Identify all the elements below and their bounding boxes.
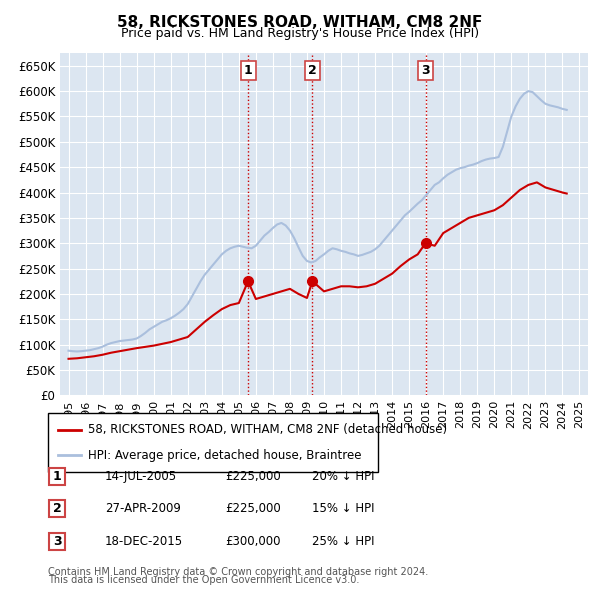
Text: 58, RICKSTONES ROAD, WITHAM, CM8 2NF: 58, RICKSTONES ROAD, WITHAM, CM8 2NF	[118, 15, 482, 30]
Text: 2: 2	[53, 502, 61, 515]
Text: 27-APR-2009: 27-APR-2009	[105, 502, 181, 515]
Text: 1: 1	[244, 64, 253, 77]
FancyBboxPatch shape	[49, 500, 65, 517]
Text: 14-JUL-2005: 14-JUL-2005	[105, 470, 177, 483]
Text: 1: 1	[53, 470, 61, 483]
Text: 18-DEC-2015: 18-DEC-2015	[105, 535, 183, 548]
Text: £300,000: £300,000	[225, 535, 281, 548]
Text: 3: 3	[421, 64, 430, 77]
Text: Contains HM Land Registry data © Crown copyright and database right 2024.: Contains HM Land Registry data © Crown c…	[48, 567, 428, 577]
Text: £225,000: £225,000	[225, 470, 281, 483]
Text: 15% ↓ HPI: 15% ↓ HPI	[312, 502, 374, 515]
FancyBboxPatch shape	[49, 533, 65, 549]
Text: Price paid vs. HM Land Registry's House Price Index (HPI): Price paid vs. HM Land Registry's House …	[121, 27, 479, 40]
Text: This data is licensed under the Open Government Licence v3.0.: This data is licensed under the Open Gov…	[48, 575, 359, 585]
Text: 20% ↓ HPI: 20% ↓ HPI	[312, 470, 374, 483]
FancyBboxPatch shape	[49, 468, 65, 484]
Text: £225,000: £225,000	[225, 502, 281, 515]
Text: HPI: Average price, detached house, Braintree: HPI: Average price, detached house, Brai…	[88, 449, 361, 462]
Text: 25% ↓ HPI: 25% ↓ HPI	[312, 535, 374, 548]
Text: 2: 2	[308, 64, 317, 77]
Text: 3: 3	[53, 535, 61, 548]
Text: 58, RICKSTONES ROAD, WITHAM, CM8 2NF (detached house): 58, RICKSTONES ROAD, WITHAM, CM8 2NF (de…	[88, 423, 447, 436]
FancyBboxPatch shape	[48, 413, 378, 472]
